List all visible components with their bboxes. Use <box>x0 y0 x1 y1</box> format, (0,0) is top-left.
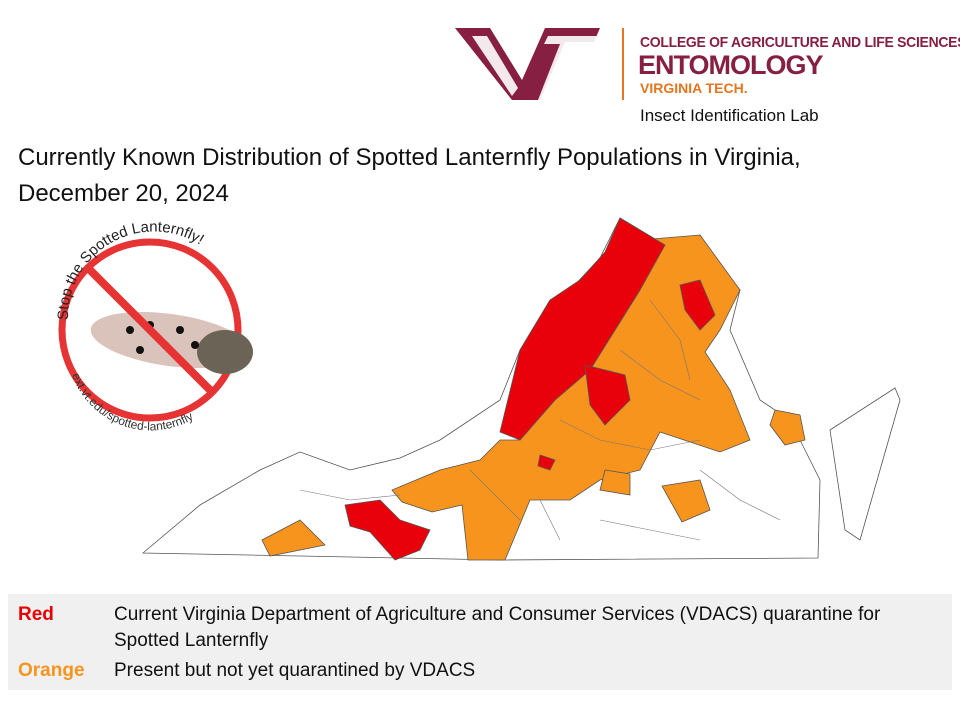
badge-top: Stop the Spotted Lanternfly! <box>55 218 207 320</box>
virginia-map <box>141 217 901 561</box>
legend-text: Present but not yet quarantined by VDACS <box>114 660 476 681</box>
badge-bottom: ext.vt.edu/spotted-lanternfly <box>69 371 195 434</box>
college-name: COLLEGE OF AGRICULTURE AND LIFE SCIENCES <box>640 34 960 51</box>
university-name: VIRGINIA TECH. <box>640 80 748 96</box>
badge-bottom-text: ext.vt.edu/spotted-lanternfly <box>69 371 195 434</box>
title: Currently Known Distribution of Spotted … <box>18 144 801 207</box>
legend-key: Orange <box>18 660 85 681</box>
badge-top-text: Stop the Spotted Lanternfly! <box>55 218 207 320</box>
legend-text: Current Virginia Department of Agricultu… <box>114 604 881 651</box>
legend: Red Current Virginia Department of Agric… <box>8 594 952 690</box>
department-name: ENTOMOLOGY <box>638 50 824 80</box>
vt-logo <box>455 28 624 100</box>
lab-name: Insect Identification Lab <box>640 106 819 125</box>
badge: Stop the Spotted Lanternfly! ext.vt.edu/… <box>55 218 253 433</box>
legend-key: Red <box>18 604 54 625</box>
